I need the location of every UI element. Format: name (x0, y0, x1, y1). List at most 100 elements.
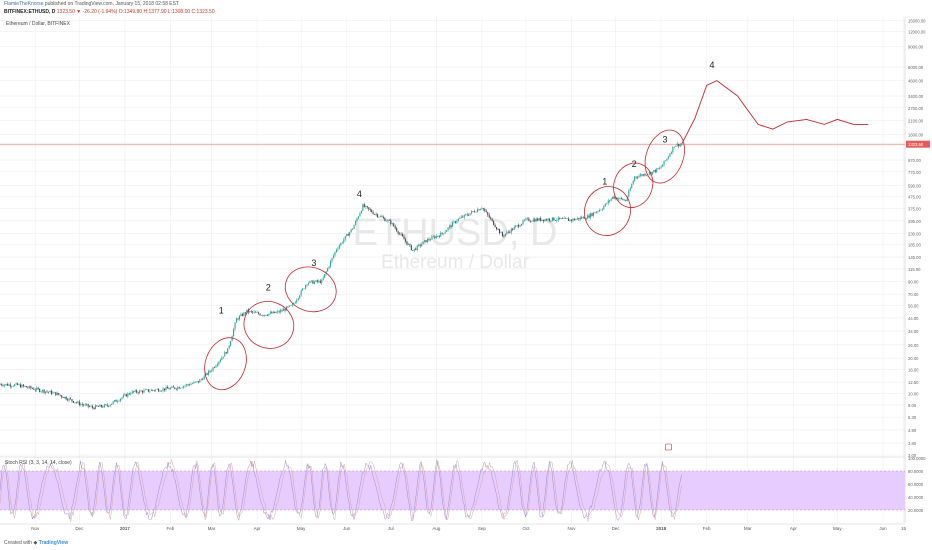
candle-body (444, 231, 446, 234)
candle-body (377, 214, 379, 217)
time-tick-label: 2018 (656, 526, 667, 531)
candle-body (640, 174, 642, 176)
candle-body (507, 231, 509, 233)
candle-body (128, 393, 130, 395)
candle-body (92, 406, 94, 408)
candle-body (253, 311, 255, 313)
candle-body (518, 225, 520, 227)
candle-body (362, 204, 364, 211)
candle-body (178, 387, 180, 389)
candle-body (102, 406, 104, 408)
candle-body (249, 311, 251, 313)
time-tick-label: Apr (254, 526, 262, 531)
candle-body (196, 381, 198, 382)
candle-body (662, 164, 664, 167)
candle-body (676, 143, 678, 146)
candle-body (645, 174, 647, 176)
tradingview-logo-icon: ◆ (33, 540, 38, 546)
time-tick-label: Dec (75, 526, 84, 531)
candle-body (592, 212, 595, 216)
candle-body (30, 386, 32, 389)
candle-body (353, 225, 355, 230)
published-text: published on TradingView.com, January 15… (44, 1, 180, 7)
candle-body (347, 234, 349, 236)
created-with-text: Created with (4, 540, 33, 546)
candle-body (190, 383, 192, 386)
candle-body (651, 171, 653, 175)
stoch-rsi-label: Stoch RSI (3, 3, 14, 14, close) (5, 460, 72, 466)
time-tick-label: Oct (522, 526, 530, 531)
candle-body (290, 305, 292, 306)
candle-body (337, 248, 339, 250)
candle-body (237, 318, 239, 320)
candle-body (620, 197, 623, 199)
candle-body (482, 208, 484, 210)
candle-body (225, 352, 227, 354)
candle-body (218, 361, 220, 365)
candle-body (211, 370, 213, 372)
candle-body (300, 290, 302, 296)
candle-body (130, 393, 132, 395)
candle-body (673, 146, 675, 148)
author-link[interactable]: FlamieTheKnorse (4, 1, 44, 7)
tradingview-link[interactable]: TradingView (38, 540, 69, 546)
candle-body (496, 227, 498, 230)
candle-body (134, 390, 136, 392)
watermark-name: Ethereum / Dollar (381, 252, 530, 273)
candle-body (133, 391, 135, 392)
candle-body (359, 213, 361, 217)
candle-body (14, 384, 16, 387)
price-tick-label: 2100.00 (908, 119, 924, 124)
price-tick-label: 6000.00 (908, 65, 924, 70)
candle-body (168, 388, 170, 390)
candle-body (638, 175, 640, 178)
candle-body (121, 397, 123, 399)
time-tick-label: May (833, 526, 842, 531)
candle-body (31, 388, 33, 389)
candle-body (568, 218, 570, 221)
candle-body (87, 404, 89, 407)
candle-body (344, 236, 346, 240)
candle-body (255, 311, 257, 313)
candle-body (231, 336, 233, 342)
candle-body (403, 236, 405, 240)
candle-body (119, 398, 122, 401)
candle-body (0, 384, 1, 385)
price-tick-label: 56.00 (908, 304, 919, 309)
candle-body (575, 219, 577, 221)
candle-body (224, 352, 226, 357)
candle-body (501, 232, 504, 236)
annotation-circle (243, 301, 295, 349)
candle-body (127, 393, 129, 397)
candle-body (81, 404, 83, 405)
candle-body (440, 232, 442, 237)
candle-body (284, 308, 286, 311)
candle-body (37, 387, 39, 389)
candle-body (36, 387, 38, 390)
candle-body (202, 379, 204, 380)
candle-body (490, 217, 492, 219)
candle-body (112, 401, 114, 404)
candle-body (659, 167, 661, 169)
candle-body (124, 394, 126, 396)
candle-body (513, 226, 515, 230)
candle-body (588, 215, 590, 218)
wave-label: 4 (357, 189, 362, 199)
osc-tick-label: 80.0000 (908, 469, 924, 474)
candle-body (629, 188, 631, 191)
candle-body (565, 217, 567, 219)
candle-body (156, 389, 158, 390)
candle-body (481, 208, 483, 210)
candle-body (9, 384, 11, 387)
ohlc-values: 1323.50 ▼ -26.20 (-1.94%) O:1349.80 H:13… (56, 9, 215, 15)
candle-body (305, 285, 307, 289)
price-tick-label: 15000.00 (908, 18, 926, 23)
candle-body (49, 390, 51, 393)
candle-body (252, 311, 254, 313)
candle-body (396, 228, 398, 232)
candle-body (293, 303, 295, 305)
candle-body (199, 379, 201, 383)
candle-body (612, 196, 614, 199)
candle-body (519, 225, 521, 227)
